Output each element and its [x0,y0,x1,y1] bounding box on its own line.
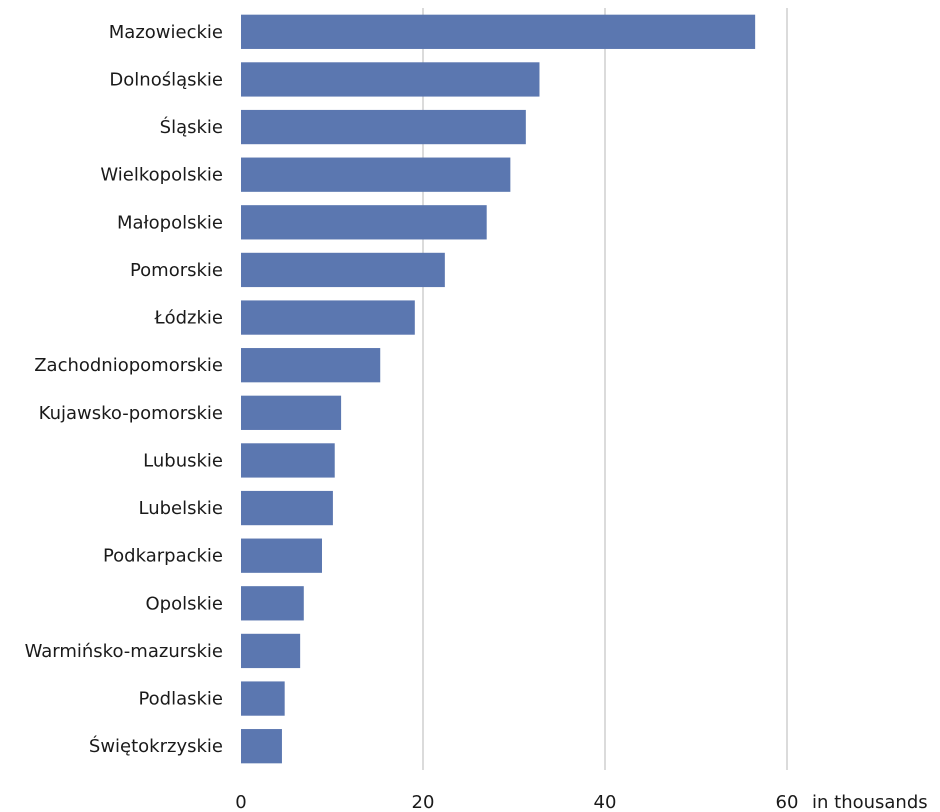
bar [241,14,756,49]
x-unit-label: in thousands [812,792,928,812]
bars [241,14,756,764]
bar [241,109,526,145]
category-label: Śląskie [160,116,223,138]
x-tick-label: 20 [412,792,435,812]
bar [241,300,415,335]
bar [241,443,335,478]
x-tick-label: 40 [594,792,617,812]
category-label: Wielkopolskie [100,165,223,186]
bar [241,729,282,764]
bar [241,252,445,288]
bar [241,586,304,621]
category-label: Lubelskie [139,498,224,519]
category-label: Warmińsko-mazurskie [25,641,223,662]
category-label: Dolnośląskie [109,69,223,90]
category-label: Zachodniopomorskie [34,355,223,376]
bar [241,538,322,573]
category-label: Małopolskie [117,212,223,233]
x-tick-label: 60 [776,792,799,812]
bar [241,157,511,192]
category-label: Podlaskie [138,689,223,710]
bar [241,490,333,526]
category-label: Mazowieckie [109,22,223,43]
category-label: Lubuskie [143,450,223,471]
bar [241,395,342,430]
category-label: Podkarpackie [103,546,223,567]
x-tick-label: 0 [235,792,246,812]
bar [241,62,540,97]
bar [241,633,301,669]
category-label: Opolskie [146,593,223,614]
x-tick-labels: 0 20 40 60 [235,792,798,812]
bar [241,348,381,383]
category-label: Pomorskie [130,260,223,281]
category-label: Świętokrzyskie [89,735,223,757]
bar [241,205,487,240]
category-label: Kujawsko-pomorskie [39,403,223,424]
bar [241,681,285,716]
category-labels: Mazowieckie Dolnośląskie Śląskie Wielkopols… [25,22,223,757]
category-label: Łódzkie [153,308,223,329]
